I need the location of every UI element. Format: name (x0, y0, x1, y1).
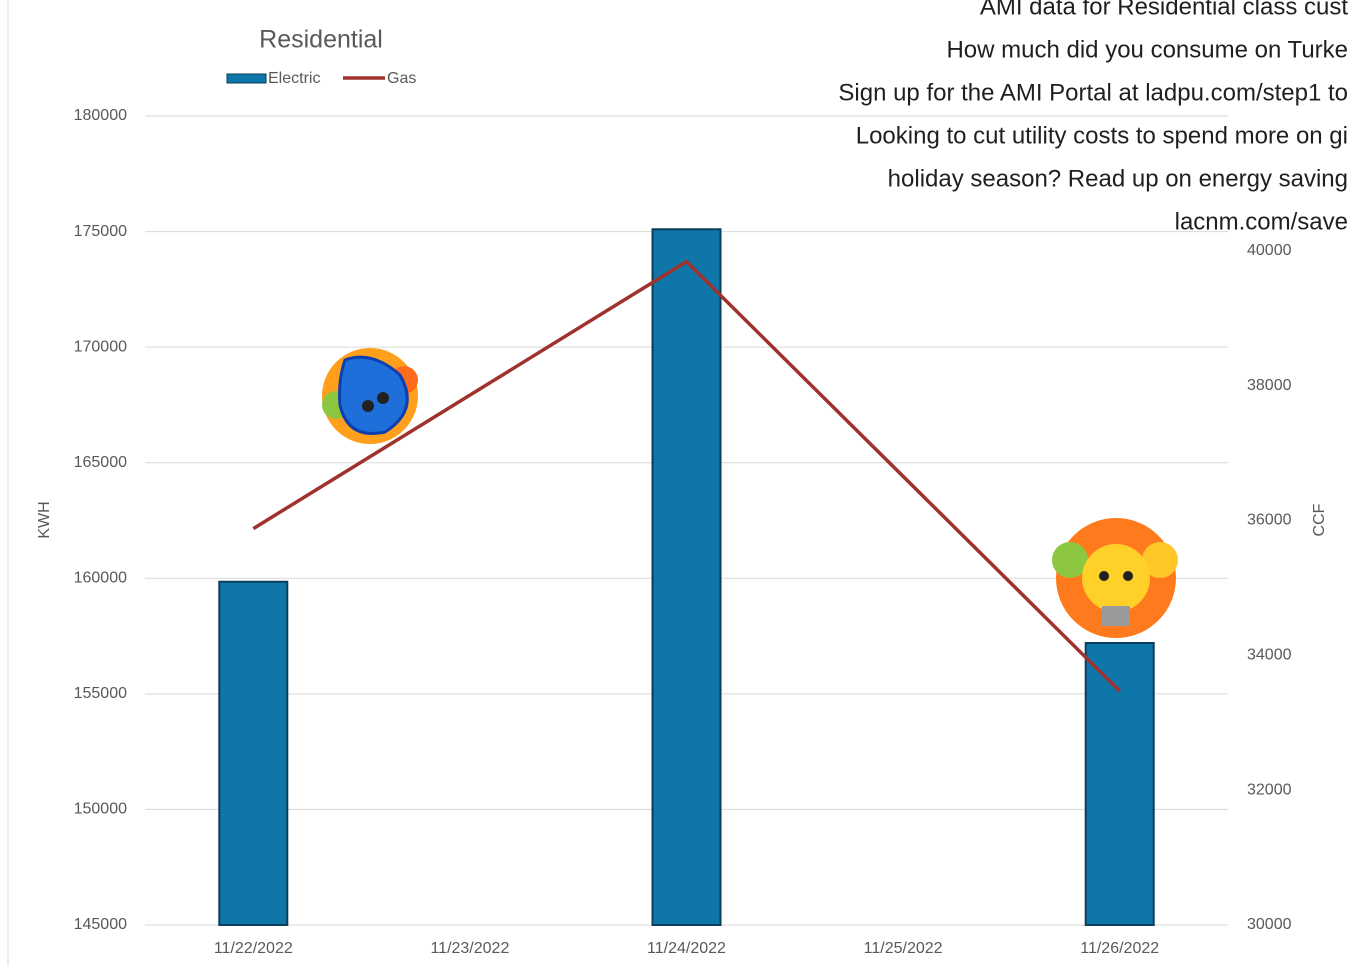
annotation: holiday season? Read up on energy saving (888, 165, 1348, 192)
y2-tick-label: 32000 (1247, 781, 1292, 798)
y2-tick-label: 38000 (1247, 377, 1292, 394)
y-tick-label: 145000 (74, 916, 127, 933)
y-tick-label: 160000 (74, 570, 127, 587)
annotation: AMI data for Residential class cust (980, 0, 1348, 20)
bar (219, 582, 287, 925)
page: {"chart_data": {"type": "bar-line", "tit… (0, 0, 1350, 966)
chart-title: Residential (259, 26, 383, 54)
y-tick-label: 175000 (74, 223, 127, 240)
annotation: How much did you consume on Turke (946, 36, 1348, 63)
legend-label: Electric (268, 70, 320, 87)
legend-label: Gas (387, 70, 416, 87)
legend-swatch (227, 74, 266, 83)
x-tick-label: 11/26/2022 (1080, 940, 1159, 957)
mascot-flame (322, 348, 418, 444)
x-tick-label: 11/22/2022 (214, 940, 293, 957)
annotation: Looking to cut utility costs to spend mo… (856, 122, 1348, 149)
y-tick-label: 180000 (74, 107, 127, 124)
bar (1086, 643, 1154, 925)
y2-tick-label: 34000 (1247, 647, 1292, 664)
y-tick-label: 165000 (74, 454, 127, 471)
y-tick-label: 155000 (74, 685, 127, 702)
x-tick-label: 11/24/2022 (647, 940, 726, 957)
y-tick-label: 150000 (74, 801, 127, 818)
annotation: Sign up for the AMI Portal at ladpu.com/… (838, 79, 1348, 106)
chart: Residential AMI data for Residential cla… (0, 0, 1350, 966)
y2-axis-label: CCF (1311, 503, 1328, 536)
x-tick-label: 11/23/2022 (430, 940, 509, 957)
y-tick-label: 170000 (74, 338, 127, 355)
mascot-bulb (1052, 518, 1178, 638)
y2-tick-label: 36000 (1247, 512, 1292, 529)
y2-tick-label: 30000 (1247, 916, 1292, 933)
y2-tick-label: 40000 (1247, 242, 1292, 259)
x-tick-label: 11/25/2022 (864, 940, 943, 957)
y-axis-label: KWH (36, 501, 53, 538)
bar (653, 229, 721, 925)
